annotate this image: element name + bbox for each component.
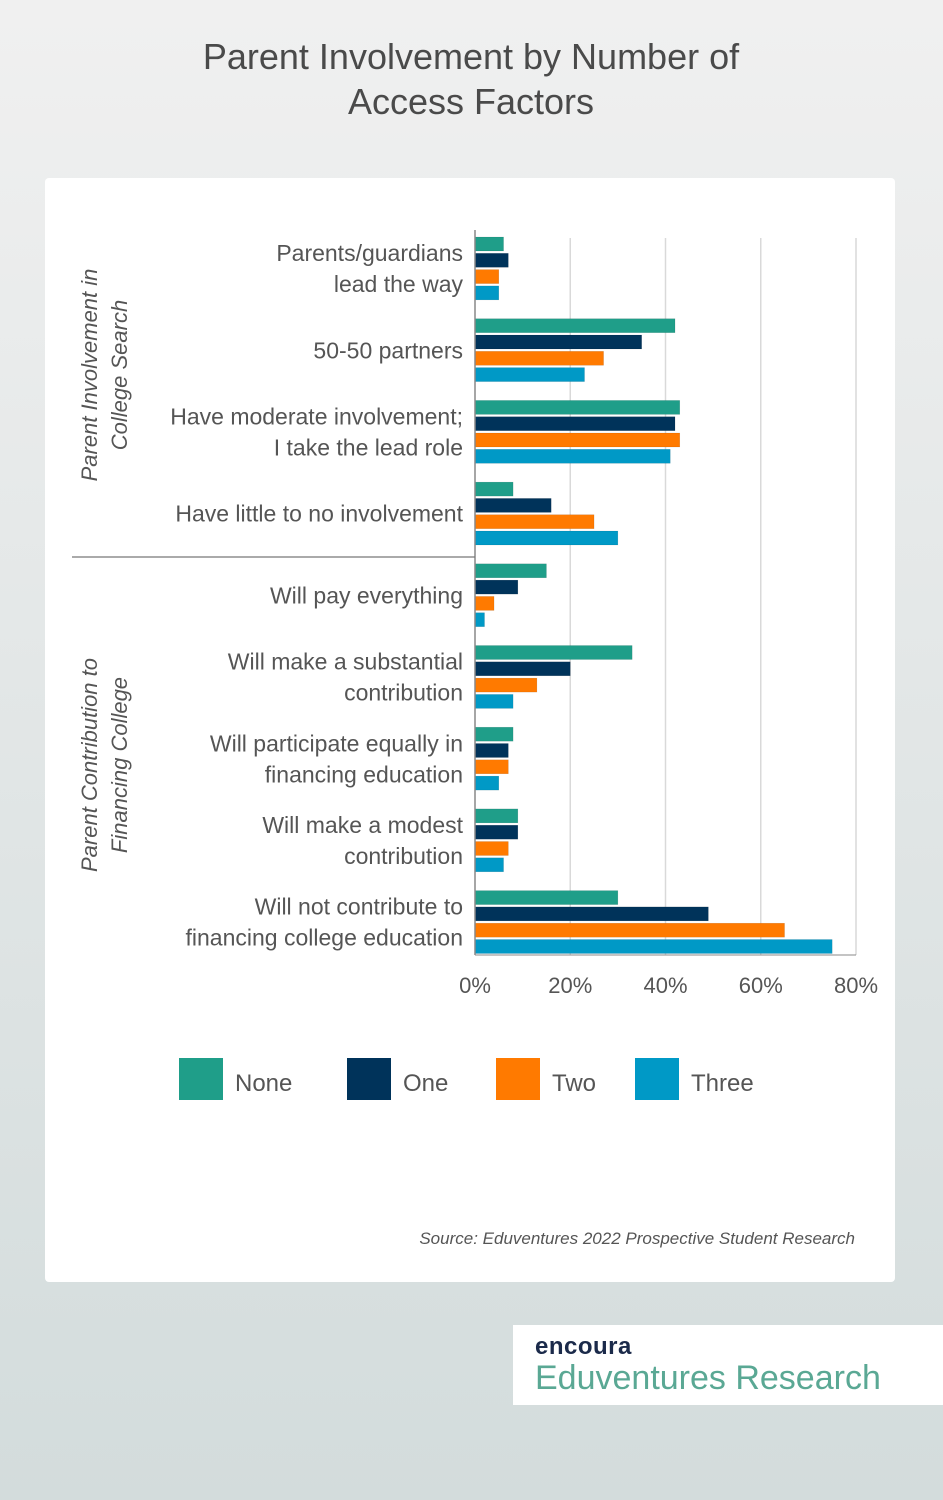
category-label: I take the lead role bbox=[274, 435, 463, 461]
bar-two bbox=[474, 351, 604, 366]
x-tick-label: 80% bbox=[834, 973, 878, 998]
bar-two bbox=[474, 841, 509, 856]
bar-one bbox=[474, 824, 519, 840]
category-label: Will make a modest bbox=[262, 812, 463, 838]
category-label: financing college education bbox=[186, 925, 463, 951]
category-label: financing education bbox=[265, 761, 463, 787]
bar-three bbox=[474, 612, 485, 627]
bar-three bbox=[474, 285, 500, 301]
bar-none bbox=[474, 808, 519, 824]
category-label: Will make a substantial bbox=[228, 649, 463, 675]
group-label: Financing College bbox=[107, 677, 132, 853]
bar-two bbox=[474, 269, 500, 284]
category-label: 50-50 partners bbox=[313, 337, 463, 363]
category-label: contribution bbox=[344, 680, 463, 706]
chart-title: Parent Involvement by Number of Access F… bbox=[202, 36, 740, 122]
legend-label: Three bbox=[691, 1070, 754, 1097]
logo: encoura Eduventures Research bbox=[513, 1325, 943, 1405]
bar-one bbox=[474, 416, 676, 431]
category-label: Will participate equally in bbox=[210, 730, 463, 756]
legend-label: Two bbox=[552, 1070, 596, 1097]
bar-none bbox=[474, 645, 633, 660]
x-tick-label: 0% bbox=[459, 973, 491, 998]
bar-three bbox=[474, 367, 585, 382]
category-label: contribution bbox=[344, 843, 463, 869]
x-tick-label: 60% bbox=[739, 973, 783, 998]
source-note: Source: Eduventures 2022 Prospective Stu… bbox=[419, 1229, 855, 1248]
bar-none bbox=[474, 890, 619, 905]
bar-three bbox=[474, 694, 514, 709]
legend-label: One bbox=[403, 1070, 448, 1097]
bar-three bbox=[474, 530, 619, 546]
bar-one bbox=[474, 661, 571, 677]
legend-swatch-none bbox=[179, 1058, 223, 1100]
bar-one bbox=[474, 498, 552, 513]
category-label: Will pay everything bbox=[270, 582, 463, 608]
bar-one bbox=[474, 743, 509, 758]
x-tick-label: 20% bbox=[548, 973, 592, 998]
bar-two bbox=[474, 922, 785, 938]
bar-none bbox=[474, 726, 514, 742]
bar-one bbox=[474, 579, 519, 595]
category-label: Have little to no involvement bbox=[175, 501, 463, 527]
category-label: Have moderate involvement; bbox=[170, 404, 463, 430]
bar-two bbox=[474, 514, 595, 529]
legend-swatch-three bbox=[635, 1058, 679, 1100]
bar-none bbox=[474, 400, 681, 415]
category-label: Parents/guardians bbox=[276, 240, 463, 266]
group-label: College Search bbox=[107, 300, 132, 450]
bar-none bbox=[474, 318, 676, 333]
bar-none bbox=[474, 481, 514, 497]
bar-three bbox=[474, 775, 500, 791]
logo-brand: encoura bbox=[535, 1333, 632, 1360]
bar-none bbox=[474, 236, 504, 252]
bar-two bbox=[474, 677, 538, 693]
x-tick-label: 40% bbox=[643, 973, 687, 998]
bar-three bbox=[474, 449, 671, 464]
bar-three bbox=[474, 857, 504, 873]
bar-one bbox=[474, 334, 642, 350]
category-label: Will not contribute to bbox=[255, 894, 463, 920]
group-label: Parent Involvement in bbox=[77, 269, 102, 482]
category-label: lead the way bbox=[334, 271, 464, 297]
bar-none bbox=[474, 563, 547, 579]
bar-one bbox=[474, 906, 709, 922]
legend-label: None bbox=[235, 1070, 292, 1097]
group-label: Parent Contribution to bbox=[77, 658, 102, 872]
bar-two bbox=[474, 432, 681, 448]
bar-two bbox=[474, 596, 495, 611]
bar-one bbox=[474, 253, 509, 268]
bar-three bbox=[474, 939, 833, 954]
legend-swatch-two bbox=[496, 1058, 540, 1100]
bar-two bbox=[474, 759, 509, 775]
logo-sub: Eduventures Research bbox=[535, 1359, 881, 1397]
legend-swatch-one bbox=[347, 1058, 391, 1100]
